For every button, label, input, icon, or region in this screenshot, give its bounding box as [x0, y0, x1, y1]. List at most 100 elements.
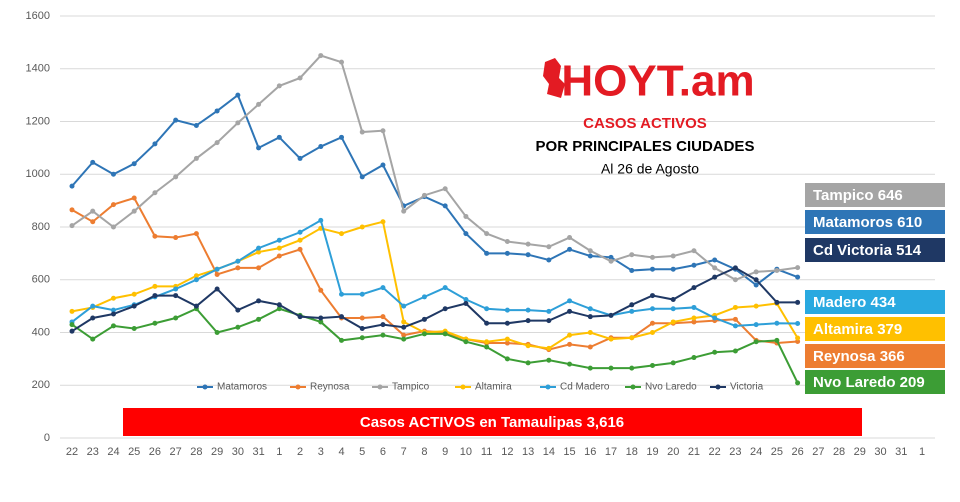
- series: [69, 53, 801, 283]
- point: [670, 253, 676, 259]
- point: [795, 380, 801, 386]
- point: [442, 285, 448, 291]
- point: [546, 357, 552, 363]
- point: [110, 202, 116, 208]
- x-tick-label: 30: [232, 446, 244, 458]
- banner-text: Casos ACTIVOS en Tamaulipas 3,616: [360, 414, 624, 431]
- annotation-box: [805, 344, 945, 368]
- point: [421, 192, 427, 198]
- x-tick-label: 27: [170, 446, 182, 458]
- point: [525, 343, 531, 349]
- point: [608, 254, 614, 260]
- x-tick-label: 13: [522, 446, 534, 458]
- point: [567, 235, 573, 241]
- x-tick-label: 17: [605, 446, 617, 458]
- point: [691, 262, 697, 268]
- x-tick-label: 1: [919, 446, 925, 458]
- point: [297, 246, 303, 252]
- x-tick-label: 29: [854, 446, 866, 458]
- point: [484, 339, 490, 345]
- point: [297, 229, 303, 235]
- point: [193, 155, 199, 161]
- point: [152, 293, 158, 299]
- legend-marker: [295, 384, 301, 390]
- point: [795, 335, 801, 341]
- point: [670, 266, 676, 272]
- legend-label: Reynosa: [310, 382, 350, 393]
- point: [629, 268, 635, 274]
- series-line: [71, 54, 798, 281]
- point: [567, 361, 573, 367]
- point: [214, 271, 220, 277]
- point: [339, 314, 345, 320]
- x-tick-label: 24: [750, 446, 762, 458]
- point: [173, 235, 179, 241]
- point: [339, 134, 345, 140]
- x-tick-label: 16: [584, 446, 596, 458]
- point: [214, 108, 220, 114]
- point: [318, 144, 324, 150]
- point: [69, 308, 75, 314]
- point: [691, 355, 697, 361]
- annotation-label: Reynosa 366: [813, 348, 905, 365]
- series: [69, 195, 801, 353]
- annotation-label: Matamoros 610: [813, 214, 922, 231]
- point: [546, 244, 552, 250]
- series: [69, 217, 801, 329]
- point: [110, 323, 116, 329]
- x-tick-label: 24: [107, 446, 119, 458]
- x-tick-label: 14: [543, 446, 555, 458]
- point: [525, 241, 531, 247]
- point: [608, 312, 614, 318]
- y-tick-label: 1000: [26, 168, 50, 180]
- point: [318, 319, 324, 325]
- point: [276, 134, 282, 140]
- point: [546, 345, 552, 351]
- x-tick-label: 26: [149, 446, 161, 458]
- point: [276, 83, 282, 89]
- point: [587, 365, 593, 371]
- x-tick-label: 22: [66, 446, 78, 458]
- x-tick-label: 19: [646, 446, 658, 458]
- point: [235, 324, 241, 330]
- point: [795, 274, 801, 280]
- point: [463, 339, 469, 345]
- point: [131, 303, 137, 309]
- point: [774, 268, 780, 274]
- y-tick-label: 800: [32, 221, 50, 233]
- point: [214, 286, 220, 292]
- point: [380, 322, 386, 328]
- x-tick-label: 5: [359, 446, 365, 458]
- point: [504, 250, 510, 256]
- point: [214, 140, 220, 146]
- point: [235, 265, 241, 271]
- point: [504, 239, 510, 245]
- point: [380, 285, 386, 291]
- point: [214, 330, 220, 335]
- point: [256, 265, 262, 271]
- point: [276, 306, 282, 312]
- logo: HOYT.am: [561, 57, 754, 106]
- point: [670, 319, 676, 325]
- point: [649, 254, 655, 260]
- y-tick-label: 1600: [26, 10, 50, 22]
- annotation-box: [805, 370, 945, 394]
- point: [235, 307, 241, 313]
- series: [69, 219, 801, 351]
- x-tick-label: 10: [460, 446, 472, 458]
- point: [339, 291, 345, 297]
- point: [152, 233, 158, 239]
- point: [297, 75, 303, 81]
- point: [608, 365, 614, 371]
- legend-label: Cd Madero: [560, 382, 610, 393]
- annotation-label: Nvo Laredo 209: [813, 374, 925, 391]
- point: [69, 322, 75, 328]
- x-tick-label: 1: [276, 446, 282, 458]
- x-tick-label: 2: [297, 446, 303, 458]
- point: [670, 360, 676, 366]
- point: [110, 224, 116, 230]
- chart-subtitle: POR PRINCIPALES CIUDADES: [536, 138, 755, 155]
- point: [587, 344, 593, 350]
- point: [193, 231, 199, 237]
